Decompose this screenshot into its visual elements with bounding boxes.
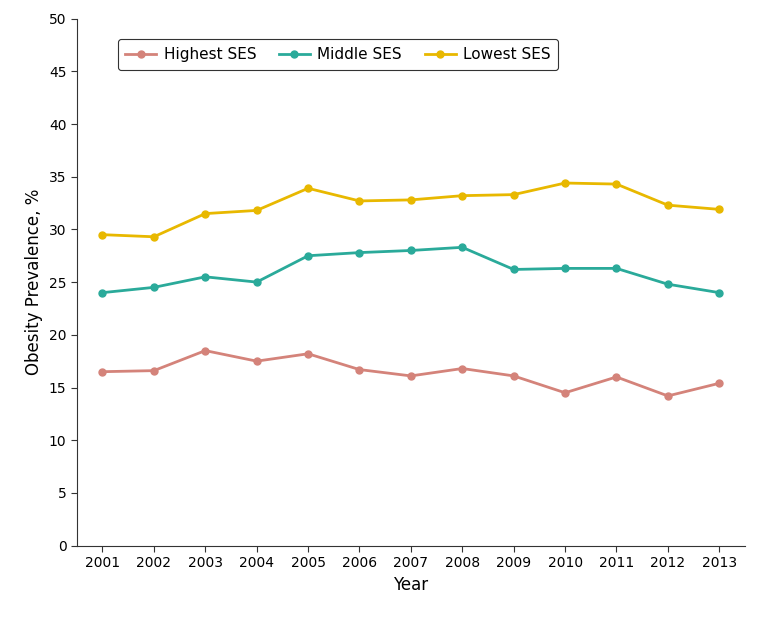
Lowest SES [355, 197, 364, 205]
Lowest SES [149, 233, 158, 241]
Line: Highest SES: Highest SES [99, 347, 723, 399]
Lowest SES [612, 180, 621, 188]
Lowest SES [509, 191, 518, 198]
Highest SES [509, 372, 518, 379]
Highest SES [561, 389, 570, 397]
Middle SES [200, 273, 210, 280]
Middle SES [406, 247, 415, 254]
Highest SES [715, 379, 724, 387]
Middle SES [664, 280, 673, 288]
Highest SES [252, 357, 261, 365]
Highest SES [664, 392, 673, 400]
Middle SES [98, 289, 107, 296]
Lowest SES [406, 196, 415, 203]
X-axis label: Year: Year [393, 575, 429, 593]
Highest SES [98, 368, 107, 375]
Lowest SES [200, 210, 210, 217]
Legend: Highest SES, Middle SES, Lowest SES: Highest SES, Middle SES, Lowest SES [118, 40, 558, 69]
Highest SES [200, 347, 210, 355]
Lowest SES [561, 179, 570, 187]
Y-axis label: Obesity Prevalence, %: Obesity Prevalence, % [25, 189, 43, 375]
Lowest SES [98, 231, 107, 239]
Highest SES [406, 372, 415, 379]
Highest SES [458, 365, 467, 372]
Middle SES [252, 278, 261, 286]
Highest SES [149, 367, 158, 374]
Middle SES [561, 265, 570, 272]
Middle SES [612, 265, 621, 272]
Lowest SES [303, 185, 313, 192]
Highest SES [355, 366, 364, 373]
Highest SES [303, 350, 313, 358]
Middle SES [715, 289, 724, 296]
Middle SES [355, 249, 364, 256]
Middle SES [458, 244, 467, 251]
Middle SES [303, 252, 313, 259]
Highest SES [612, 373, 621, 381]
Middle SES [149, 284, 158, 291]
Lowest SES [252, 206, 261, 214]
Line: Lowest SES: Lowest SES [99, 180, 723, 241]
Line: Middle SES: Middle SES [99, 244, 723, 296]
Lowest SES [715, 206, 724, 213]
Middle SES [509, 266, 518, 273]
Lowest SES [458, 192, 467, 200]
Lowest SES [664, 202, 673, 209]
